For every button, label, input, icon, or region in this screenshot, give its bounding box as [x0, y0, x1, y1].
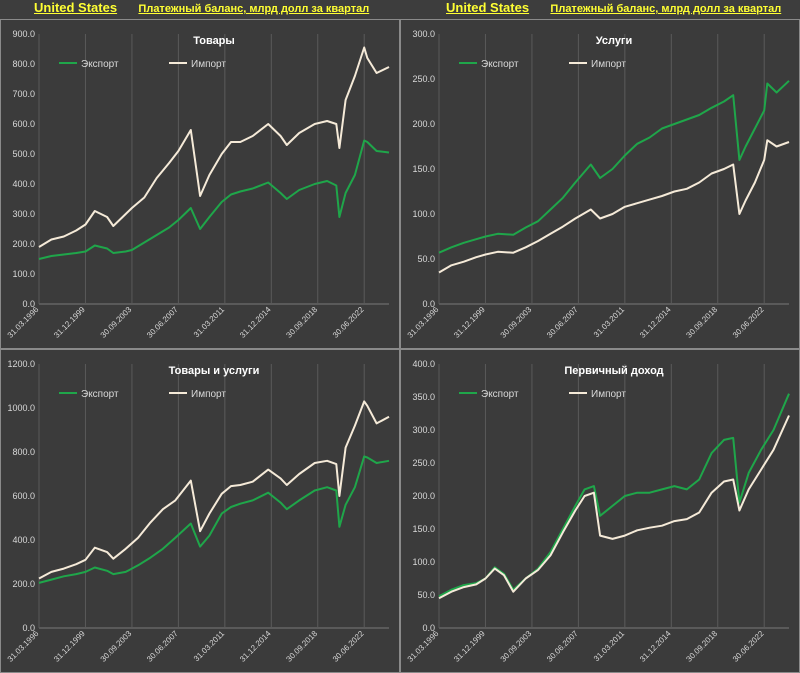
x-tick-label: 30.09.2003 — [499, 629, 534, 664]
y-tick-label: 50.0 — [417, 590, 435, 600]
y-tick-label: 0.0 — [22, 299, 35, 309]
x-tick-label: 31.03.1996 — [6, 305, 41, 340]
chart-goods-and-services: 0.0 200.0 400.0 600.0 800.0 1000.0 1200.0 31.03… — [0, 349, 400, 673]
legend-export-label: Экспорт — [481, 389, 519, 400]
import-series-line — [438, 139, 790, 274]
export-series-line — [38, 455, 390, 584]
y-tick-label: 800.0 — [12, 447, 35, 457]
y-tick-label: 400.0 — [12, 179, 35, 189]
y-tick-label: 0.0 — [422, 299, 435, 309]
chart-services: 0.0 50.0 100.0 150.0 200.0 250.0 300.0 31.03.19… — [400, 19, 800, 349]
y-tick-label: 300.0 — [12, 209, 35, 219]
y-tick-label: 400.0 — [12, 535, 35, 545]
chart-goods: 0.0 100.0 200.0 300.0 400.0 500.0 600.0 700.0 80… — [0, 19, 400, 349]
x-tick-label: 30.06.2022 — [731, 305, 766, 340]
x-tick-label: 30.09.2018 — [684, 629, 719, 664]
y-tick-label: 250.0 — [412, 74, 435, 84]
header-right: United States Платежный баланс, млрд дол… — [446, 0, 781, 18]
chart-title: Товары и услуги — [169, 365, 260, 377]
legend-import-label: Импорт — [191, 59, 226, 70]
x-tick-label: 31.03.2011 — [592, 305, 627, 340]
y-tick-label: 250.0 — [412, 458, 435, 468]
x-tick-label: 30.09.2018 — [684, 305, 719, 340]
import-series-line — [438, 415, 790, 600]
y-tick-label: 900.0 — [12, 29, 35, 39]
y-tick-label: 300.0 — [412, 425, 435, 435]
x-tick-label: 31.03.2011 — [192, 305, 227, 340]
chart-svg: 0.0 100.0 200.0 300.0 400.0 500.0 600.0 700.0 80… — [6, 29, 390, 340]
export-series-line — [438, 80, 790, 254]
header-left: United States Платежный баланс, млрд дол… — [34, 0, 369, 18]
y-tick-label: 50.0 — [417, 254, 435, 264]
legend-import-label: Импорт — [591, 389, 626, 400]
x-tick-label: 30.06.2022 — [331, 305, 366, 340]
chart-title: Услуги — [596, 35, 633, 47]
x-tick-label: 30.06.2007 — [545, 629, 580, 664]
y-tick-label: 200.0 — [412, 119, 435, 129]
legend-export-label: Экспорт — [81, 389, 119, 400]
x-tick-label: 31.12.1999 — [52, 305, 87, 340]
x-tick-label: 31.03.1996 — [406, 629, 441, 664]
x-tick-label: 30.06.2007 — [545, 305, 580, 340]
y-tick-label: 150.0 — [412, 524, 435, 534]
x-tick-label: 31.12.1999 — [452, 305, 487, 340]
y-tick-label: 600.0 — [12, 119, 35, 129]
x-tick-label: 31.12.2014 — [238, 305, 273, 340]
x-tick-label: 30.06.2007 — [145, 629, 180, 664]
y-tick-label: 0.0 — [422, 623, 435, 633]
x-tick-label: 30.09.2003 — [499, 305, 534, 340]
x-tick-label: 31.12.2014 — [638, 629, 673, 664]
y-tick-label: 500.0 — [12, 149, 35, 159]
chart-primary-income: 0.0 50.0 100.0 150.0 200.0 250.0 300.0 350.0 400… — [400, 349, 800, 673]
y-tick-label: 600.0 — [12, 491, 35, 501]
chart-title: Первичный доход — [564, 365, 663, 377]
y-tick-label: 100.0 — [412, 209, 435, 219]
header-country: United States — [446, 0, 530, 15]
header-country: United States — [34, 0, 118, 15]
chart-svg: 0.0 50.0 100.0 150.0 200.0 250.0 300.0 350.0 400… — [406, 359, 790, 664]
import-series-line — [38, 400, 390, 580]
x-tick-label: 30.06.2022 — [331, 629, 366, 664]
x-tick-label: 30.06.2022 — [731, 629, 766, 664]
y-tick-label: 1200.0 — [7, 359, 35, 369]
x-tick-label: 30.09.2018 — [284, 305, 319, 340]
x-tick-label: 31.12.1999 — [52, 629, 87, 664]
x-tick-label: 30.09.2003 — [99, 305, 134, 340]
y-tick-label: 300.0 — [412, 29, 435, 39]
legend-import-label: Импорт — [591, 59, 626, 70]
export-series-line — [38, 139, 390, 260]
chart-svg: 0.0 50.0 100.0 150.0 200.0 250.0 300.0 31.03.19… — [406, 29, 790, 340]
import-series-line — [38, 46, 390, 248]
x-tick-label: 31.12.2014 — [638, 305, 673, 340]
chart-title: Товары — [193, 35, 235, 47]
x-tick-label: 30.09.2003 — [99, 629, 134, 664]
y-tick-label: 200.0 — [12, 239, 35, 249]
header-subtitle: Платежный баланс, млрд долл за квартал — [138, 3, 370, 15]
legend-export-label: Экспорт — [81, 59, 119, 70]
x-tick-label: 31.12.1999 — [452, 629, 487, 664]
x-tick-label: 31.03.2011 — [192, 629, 227, 664]
legend-import-label: Импорт — [191, 389, 226, 400]
y-tick-label: 100.0 — [12, 269, 35, 279]
y-tick-label: 100.0 — [412, 557, 435, 567]
y-tick-label: 350.0 — [412, 392, 435, 402]
y-tick-label: 150.0 — [412, 164, 435, 174]
x-tick-label: 31.03.1996 — [406, 305, 441, 340]
header-subtitle: Платежный баланс, млрд долл за квартал — [550, 3, 782, 15]
y-tick-label: 1000.0 — [7, 403, 35, 413]
export-series-line — [438, 393, 790, 598]
x-tick-label: 30.09.2018 — [284, 629, 319, 664]
x-tick-label: 31.03.1996 — [6, 629, 41, 664]
legend-export-label: Экспорт — [481, 59, 519, 70]
chart-svg: 0.0 200.0 400.0 600.0 800.0 1000.0 1200.0 31.03… — [6, 359, 390, 664]
x-tick-label: 31.03.2011 — [592, 629, 627, 664]
y-tick-label: 200.0 — [412, 491, 435, 501]
y-tick-label: 200.0 — [12, 579, 35, 589]
y-tick-label: 0.0 — [22, 623, 35, 633]
y-tick-label: 700.0 — [12, 89, 35, 99]
x-tick-label: 31.12.2014 — [238, 629, 273, 664]
y-tick-label: 400.0 — [412, 359, 435, 369]
y-tick-label: 800.0 — [12, 59, 35, 69]
x-tick-label: 30.06.2007 — [145, 305, 180, 340]
